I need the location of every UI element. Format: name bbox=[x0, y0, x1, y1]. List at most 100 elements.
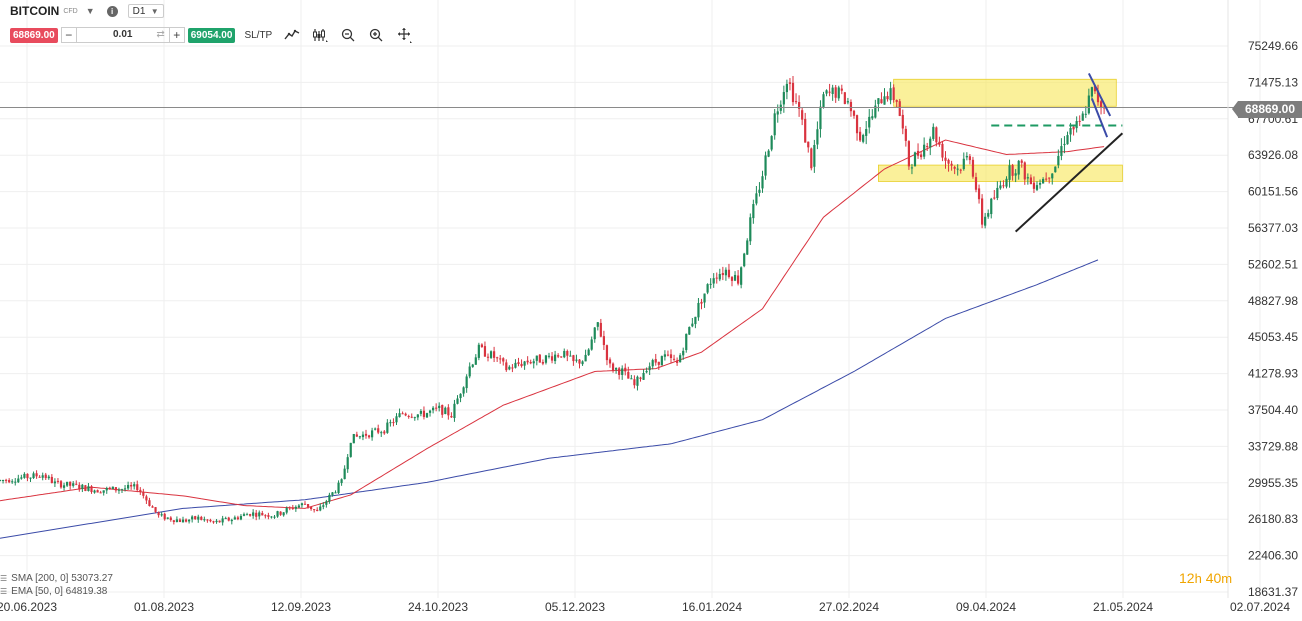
candle bbox=[798, 95, 801, 117]
candle-body bbox=[291, 507, 294, 510]
candle-body bbox=[215, 520, 218, 523]
volume-value: 0.01 bbox=[112, 29, 133, 40]
candle-body bbox=[1051, 173, 1054, 179]
candle bbox=[407, 414, 410, 419]
candle bbox=[59, 479, 63, 489]
candle-body bbox=[377, 428, 380, 433]
candle-body bbox=[651, 360, 654, 367]
menu-icon[interactable]: ☰ bbox=[0, 587, 8, 596]
candle bbox=[1081, 111, 1084, 121]
zoom-in-icon[interactable] bbox=[368, 27, 384, 43]
increase-volume-button[interactable]: + bbox=[173, 28, 181, 42]
descending-wedge-upper[interactable] bbox=[1087, 73, 1112, 117]
symbol-name[interactable]: BITCOIN bbox=[10, 4, 60, 18]
candle-body bbox=[120, 489, 124, 491]
candle-body bbox=[578, 359, 581, 364]
y-tick-label: 22406.30 bbox=[1248, 549, 1298, 563]
candle bbox=[1048, 177, 1051, 184]
candle bbox=[526, 356, 529, 365]
candle-body bbox=[261, 512, 264, 516]
candle-body bbox=[834, 87, 837, 98]
sltp-button[interactable]: SL/TP bbox=[244, 29, 273, 41]
candle bbox=[584, 349, 587, 362]
ascending-support-trendline[interactable] bbox=[1014, 132, 1124, 233]
candle bbox=[578, 359, 581, 369]
candle-body bbox=[782, 92, 785, 105]
price-axis[interactable]: 75249.6671475.1367700.6163926.0860151.56… bbox=[1248, 39, 1298, 599]
candle bbox=[432, 406, 435, 414]
candle bbox=[636, 375, 639, 391]
candle bbox=[358, 435, 361, 440]
candle bbox=[47, 474, 50, 480]
candle bbox=[480, 343, 483, 348]
candle-body bbox=[1008, 165, 1011, 180]
candle-body bbox=[200, 516, 203, 520]
symbol-dropdown-icon[interactable]: ▼ bbox=[85, 6, 95, 16]
candle-body bbox=[1096, 90, 1100, 103]
candle-body bbox=[810, 148, 813, 169]
candle-body bbox=[157, 512, 160, 516]
candle bbox=[133, 481, 136, 490]
candle-body bbox=[117, 489, 121, 491]
x-tick-label: 01.08.2023 bbox=[134, 600, 194, 614]
swap-icon[interactable]: ⇄ bbox=[156, 29, 165, 40]
candle bbox=[178, 518, 182, 523]
candle-body bbox=[493, 351, 496, 358]
x-tick-label: 05.12.2023 bbox=[545, 600, 605, 614]
candle-body bbox=[114, 487, 117, 491]
decrease-volume-button[interactable]: − bbox=[65, 28, 73, 42]
candle-body bbox=[1048, 177, 1051, 179]
candle-body bbox=[630, 378, 633, 380]
crosshair-icon[interactable] bbox=[396, 27, 413, 43]
timeframe-select[interactable]: D1 ▼ bbox=[127, 4, 164, 18]
candle bbox=[352, 433, 355, 444]
indicators-icon[interactable] bbox=[312, 27, 329, 43]
candle bbox=[325, 499, 328, 508]
candle bbox=[419, 409, 422, 417]
sell-button[interactable]: 68869.00 bbox=[10, 27, 58, 43]
sma-200-line[interactable] bbox=[0, 259, 1099, 539]
candle-body bbox=[191, 516, 194, 520]
candle-body bbox=[264, 515, 267, 517]
volume-input[interactable]: 0.01 ⇄ bbox=[75, 28, 170, 42]
candle-body bbox=[1054, 166, 1057, 173]
menu-icon[interactable]: ☰ bbox=[0, 574, 8, 583]
timeframe-value: D1 bbox=[132, 6, 146, 17]
candle bbox=[1096, 84, 1100, 106]
line-chart-icon[interactable] bbox=[284, 27, 300, 43]
candle-body bbox=[130, 484, 133, 487]
candle-body bbox=[236, 517, 239, 520]
zoom-out-icon[interactable] bbox=[340, 27, 356, 43]
candle bbox=[224, 516, 227, 520]
candle bbox=[938, 136, 941, 147]
candle-body bbox=[99, 492, 102, 494]
ema-50-line[interactable] bbox=[0, 139, 1105, 509]
candle-body bbox=[93, 490, 96, 493]
candle bbox=[416, 414, 419, 421]
candle bbox=[72, 481, 75, 488]
candle bbox=[520, 359, 523, 368]
resistance-zone[interactable] bbox=[893, 78, 1117, 107]
candle-body bbox=[26, 473, 29, 479]
y-tick-label: 45053.45 bbox=[1248, 330, 1298, 344]
candle-body bbox=[950, 163, 953, 166]
candle-body bbox=[1023, 162, 1026, 180]
candle-body bbox=[974, 177, 978, 190]
info-icon[interactable]: i bbox=[106, 5, 118, 17]
candle bbox=[843, 91, 846, 105]
candle bbox=[395, 413, 398, 426]
y-tick-label: 18631.37 bbox=[1248, 585, 1298, 599]
legend-sma[interactable]: ☰ SMA [200, 0] 53073.27 bbox=[0, 572, 113, 585]
candle bbox=[1023, 161, 1026, 185]
time-axis[interactable]: 20.06.2023 01.08.2023 12.09.2023 24.10.2023… bbox=[0, 600, 1290, 614]
candle-body bbox=[721, 273, 724, 276]
candle-body bbox=[483, 346, 487, 357]
candle-body bbox=[47, 476, 50, 479]
candle bbox=[602, 330, 605, 350]
candle bbox=[392, 418, 395, 427]
legend-ema[interactable]: ☰ EMA [50, 0] 64819.38 bbox=[0, 585, 113, 598]
buy-button[interactable]: 69054.00 bbox=[187, 27, 236, 43]
descending-wedge-lower[interactable] bbox=[1090, 98, 1109, 138]
candle bbox=[651, 358, 654, 370]
